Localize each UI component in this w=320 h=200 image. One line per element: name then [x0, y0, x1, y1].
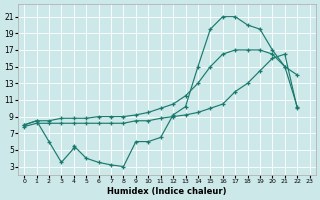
X-axis label: Humidex (Indice chaleur): Humidex (Indice chaleur)	[107, 187, 227, 196]
